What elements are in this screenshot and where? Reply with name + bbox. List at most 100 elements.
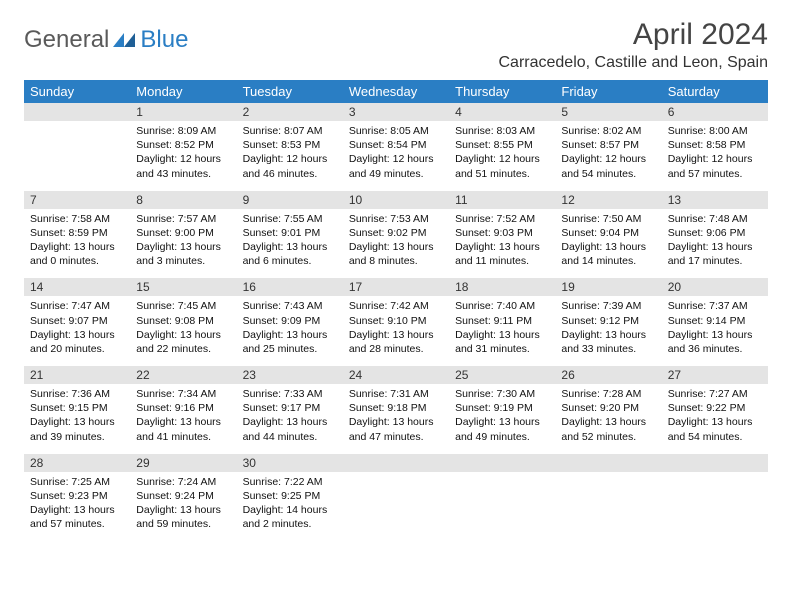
daynum-row: 123456 (24, 103, 768, 121)
sunrise-line: Sunrise: 8:02 AM (561, 124, 655, 138)
sunset-line: Sunset: 8:52 PM (136, 138, 230, 152)
detail-row: Sunrise: 7:58 AMSunset: 8:59 PMDaylight:… (24, 209, 768, 279)
weekday-header: Monday (130, 80, 236, 103)
sunset-line: Sunset: 9:02 PM (349, 226, 443, 240)
sunset-line: Sunset: 9:00 PM (136, 226, 230, 240)
daylight-line: Daylight: 13 hours and 41 minutes. (136, 415, 230, 443)
daylight-line: Daylight: 13 hours and 3 minutes. (136, 240, 230, 268)
calendar-table: Sunday Monday Tuesday Wednesday Thursday… (24, 80, 768, 541)
day-detail-cell: Sunrise: 8:00 AMSunset: 8:58 PMDaylight:… (662, 121, 768, 191)
daylight-line: Daylight: 13 hours and 8 minutes. (349, 240, 443, 268)
sunrise-line: Sunrise: 7:39 AM (561, 299, 655, 313)
day-detail-cell: Sunrise: 7:57 AMSunset: 9:00 PMDaylight:… (130, 209, 236, 279)
sunrise-line: Sunrise: 7:31 AM (349, 387, 443, 401)
day-detail-cell (343, 472, 449, 542)
day-number-cell: 10 (343, 191, 449, 209)
daylight-line: Daylight: 13 hours and 52 minutes. (561, 415, 655, 443)
daylight-line: Daylight: 13 hours and 59 minutes. (136, 503, 230, 531)
day-number-cell: 16 (237, 278, 343, 296)
day-number-cell: 21 (24, 366, 130, 384)
sunset-line: Sunset: 9:01 PM (243, 226, 337, 240)
month-title: April 2024 (499, 18, 769, 52)
day-detail-cell: Sunrise: 7:34 AMSunset: 9:16 PMDaylight:… (130, 384, 236, 454)
day-number-cell: 25 (449, 366, 555, 384)
sunset-line: Sunset: 9:03 PM (455, 226, 549, 240)
sunrise-line: Sunrise: 7:52 AM (455, 212, 549, 226)
sunrise-line: Sunrise: 7:37 AM (668, 299, 762, 313)
calendar-page: General Blue April 2024 Carracedelo, Cas… (0, 0, 792, 559)
daylight-line: Daylight: 12 hours and 49 minutes. (349, 152, 443, 180)
day-number-cell: 3 (343, 103, 449, 121)
sunrise-line: Sunrise: 8:03 AM (455, 124, 549, 138)
day-detail-cell: Sunrise: 7:30 AMSunset: 9:19 PMDaylight:… (449, 384, 555, 454)
daynum-row: 14151617181920 (24, 278, 768, 296)
sunset-line: Sunset: 9:15 PM (30, 401, 124, 415)
sunset-line: Sunset: 8:55 PM (455, 138, 549, 152)
day-number-cell: 19 (555, 278, 661, 296)
sunset-line: Sunset: 9:18 PM (349, 401, 443, 415)
day-number-cell: 14 (24, 278, 130, 296)
daylight-line: Daylight: 13 hours and 33 minutes. (561, 328, 655, 356)
title-block: April 2024 Carracedelo, Castille and Leo… (499, 18, 769, 72)
sunset-line: Sunset: 9:25 PM (243, 489, 337, 503)
day-detail-cell: Sunrise: 7:43 AMSunset: 9:09 PMDaylight:… (237, 296, 343, 366)
day-detail-cell (662, 472, 768, 542)
day-detail-cell: Sunrise: 7:42 AMSunset: 9:10 PMDaylight:… (343, 296, 449, 366)
daylight-line: Daylight: 12 hours and 51 minutes. (455, 152, 549, 180)
weekday-header: Tuesday (237, 80, 343, 103)
daylight-line: Daylight: 13 hours and 44 minutes. (243, 415, 337, 443)
sunrise-line: Sunrise: 7:50 AM (561, 212, 655, 226)
detail-row: Sunrise: 7:36 AMSunset: 9:15 PMDaylight:… (24, 384, 768, 454)
weekday-header: Wednesday (343, 80, 449, 103)
daylight-line: Daylight: 13 hours and 17 minutes. (668, 240, 762, 268)
daynum-row: 21222324252627 (24, 366, 768, 384)
sunrise-line: Sunrise: 7:24 AM (136, 475, 230, 489)
daylight-line: Daylight: 12 hours and 57 minutes. (668, 152, 762, 180)
day-detail-cell: Sunrise: 7:28 AMSunset: 9:20 PMDaylight:… (555, 384, 661, 454)
daynum-row: 78910111213 (24, 191, 768, 209)
sunrise-line: Sunrise: 8:07 AM (243, 124, 337, 138)
day-detail-cell (24, 121, 130, 191)
day-detail-cell: Sunrise: 7:50 AMSunset: 9:04 PMDaylight:… (555, 209, 661, 279)
weekday-header: Friday (555, 80, 661, 103)
day-number-cell (662, 454, 768, 472)
sunrise-line: Sunrise: 7:55 AM (243, 212, 337, 226)
day-number-cell: 22 (130, 366, 236, 384)
sunrise-line: Sunrise: 8:09 AM (136, 124, 230, 138)
day-number-cell: 4 (449, 103, 555, 121)
daylight-line: Daylight: 13 hours and 31 minutes. (455, 328, 549, 356)
day-detail-cell: Sunrise: 8:02 AMSunset: 8:57 PMDaylight:… (555, 121, 661, 191)
daylight-line: Daylight: 13 hours and 36 minutes. (668, 328, 762, 356)
day-number-cell: 26 (555, 366, 661, 384)
sunset-line: Sunset: 8:54 PM (349, 138, 443, 152)
daylight-line: Daylight: 13 hours and 39 minutes. (30, 415, 124, 443)
day-number-cell: 27 (662, 366, 768, 384)
sunrise-line: Sunrise: 7:53 AM (349, 212, 443, 226)
sunset-line: Sunset: 9:10 PM (349, 314, 443, 328)
sunset-line: Sunset: 9:04 PM (561, 226, 655, 240)
daylight-line: Daylight: 13 hours and 25 minutes. (243, 328, 337, 356)
day-number-cell: 30 (237, 454, 343, 472)
daylight-line: Daylight: 12 hours and 54 minutes. (561, 152, 655, 180)
day-number-cell (343, 454, 449, 472)
day-detail-cell: Sunrise: 8:05 AMSunset: 8:54 PMDaylight:… (343, 121, 449, 191)
weekday-header: Thursday (449, 80, 555, 103)
day-detail-cell: Sunrise: 7:39 AMSunset: 9:12 PMDaylight:… (555, 296, 661, 366)
day-number-cell: 24 (343, 366, 449, 384)
brand-part1: General (24, 26, 109, 54)
day-number-cell: 8 (130, 191, 236, 209)
day-detail-cell: Sunrise: 7:27 AMSunset: 9:22 PMDaylight:… (662, 384, 768, 454)
sunrise-line: Sunrise: 7:58 AM (30, 212, 124, 226)
daylight-line: Daylight: 13 hours and 54 minutes. (668, 415, 762, 443)
day-detail-cell: Sunrise: 7:47 AMSunset: 9:07 PMDaylight:… (24, 296, 130, 366)
brand-triangle-icon (113, 26, 135, 54)
sunrise-line: Sunrise: 8:05 AM (349, 124, 443, 138)
day-number-cell: 28 (24, 454, 130, 472)
day-number-cell: 17 (343, 278, 449, 296)
sunrise-line: Sunrise: 7:45 AM (136, 299, 230, 313)
daylight-line: Daylight: 13 hours and 0 minutes. (30, 240, 124, 268)
day-detail-cell: Sunrise: 8:03 AMSunset: 8:55 PMDaylight:… (449, 121, 555, 191)
daylight-line: Daylight: 13 hours and 47 minutes. (349, 415, 443, 443)
day-detail-cell: Sunrise: 7:37 AMSunset: 9:14 PMDaylight:… (662, 296, 768, 366)
sunset-line: Sunset: 9:11 PM (455, 314, 549, 328)
